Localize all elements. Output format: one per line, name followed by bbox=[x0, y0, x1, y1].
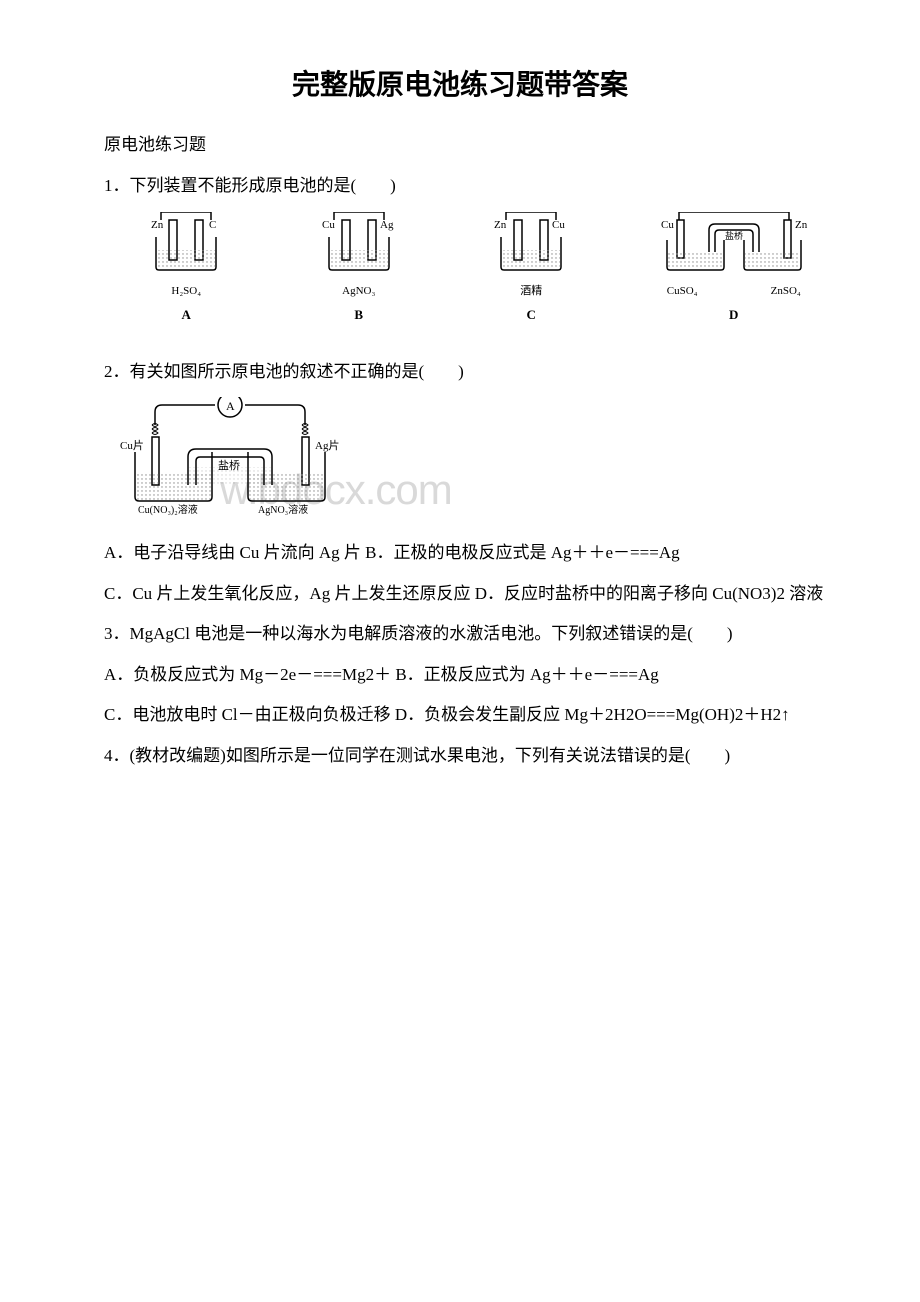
svg-text:Ag片: Ag片 bbox=[315, 439, 339, 452]
svg-text:A: A bbox=[226, 399, 235, 413]
diagram-c-bottom: 酒精 bbox=[486, 282, 576, 302]
diagram-b-bottom: AgNO₃ bbox=[314, 282, 404, 302]
diagram-a-bottom: H₂SO₄ bbox=[141, 282, 231, 302]
diagram-d: 盐桥 Cu Zn CuSO₄ ZnSO₄ D bbox=[659, 212, 809, 327]
svg-text:Cu片: Cu片 bbox=[120, 439, 144, 452]
diagram-b: Cu Ag AgNO₃ B bbox=[314, 212, 404, 327]
svg-text:C: C bbox=[209, 219, 216, 231]
svg-text:Ag: Ag bbox=[380, 219, 394, 231]
q2-text: 2．有关如图所示原电池的叙述不正确的是( ) bbox=[70, 357, 850, 388]
diagram-d-bottomR: ZnSO₄ bbox=[771, 282, 801, 302]
diagram-a-label: A bbox=[141, 303, 231, 326]
svg-text:Zn: Zn bbox=[494, 219, 507, 231]
q1-text: 1．下列装置不能形成原电池的是( ) bbox=[70, 171, 850, 202]
q3-text: 3．MgAgCl 电池是一种以海水为电解质溶液的水激活电池。下列叙述错误的是( … bbox=[70, 619, 850, 650]
svg-text:盐桥: 盐桥 bbox=[218, 459, 240, 472]
svg-text:Cu: Cu bbox=[661, 219, 674, 231]
diagram-d-bottomL: CuSO₄ bbox=[667, 282, 698, 302]
diagram-c: Zn Cu 酒精 C bbox=[486, 212, 576, 327]
svg-text:盐桥: 盐桥 bbox=[725, 230, 743, 241]
subtitle: 原电池练习题 bbox=[70, 130, 850, 161]
diagram-d-label: D bbox=[659, 303, 809, 326]
q1-diagrams: Zn C H₂SO₄ A Cu Ag AgNO₃ B Zn Cu 酒精 bbox=[100, 212, 850, 327]
svg-text:Cu: Cu bbox=[322, 219, 335, 231]
q3-optCD: C．电池放电时 Cl－由正极向负极迁移 D．负极会发生副反应 Mg＋2H2O==… bbox=[70, 700, 850, 731]
svg-text:Zn: Zn bbox=[151, 219, 164, 231]
q2-optCD: C．Cu 片上发生氧化反应，Ag 片上发生还原反应 D．反应时盐桥中的阳离子移向… bbox=[70, 579, 850, 610]
q2-optAB: A．电子沿导线由 Cu 片流向 Ag 片 B．正极的电极反应式是 Ag＋＋e－=… bbox=[70, 538, 850, 569]
diagram-c-label: C bbox=[486, 303, 576, 326]
svg-text:AgNO₃溶液: AgNO₃溶液 bbox=[258, 503, 308, 516]
diagram-b-label: B bbox=[314, 303, 404, 326]
q3-optAB: A．负极反应式为 Mg－2e－===Mg2＋ B．正极反应式为 Ag＋＋e－==… bbox=[70, 660, 850, 691]
svg-text:Cu(NO₃)₂溶液: Cu(NO₃)₂溶液 bbox=[138, 503, 198, 516]
diagram-a: Zn C H₂SO₄ A bbox=[141, 212, 231, 327]
svg-text:Cu: Cu bbox=[552, 219, 565, 231]
q2-diagram: A Cu片 Ag片 盐桥 Cu(NO₃)₂溶液 AgNO₃溶液 w.bdocx.… bbox=[120, 397, 850, 528]
page-title: 完整版原电池练习题带答案 bbox=[70, 60, 850, 110]
svg-text:Zn: Zn bbox=[795, 219, 808, 231]
q4-text: 4．(教材改编题)如图所示是一位同学在测试水果电池，下列有关说法错误的是( ) bbox=[70, 741, 850, 772]
